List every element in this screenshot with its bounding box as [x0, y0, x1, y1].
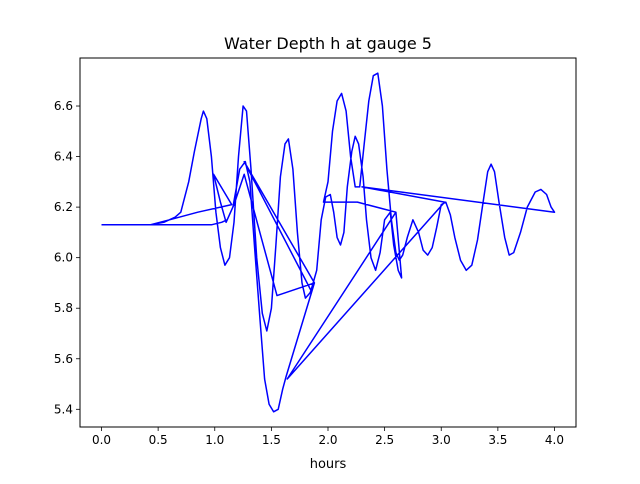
x-tick-label: 0.5: [149, 433, 168, 447]
series-line-0: [101, 72, 556, 413]
y-axis: 5.4 5.6 5.8 6.0 6.2 6.4 6.6: [54, 99, 80, 416]
x-tick-label: 2.5: [375, 433, 394, 447]
x-tick-label: 1.5: [262, 433, 281, 447]
x-tick-label: 3.0: [432, 433, 451, 447]
y-tick-label: 5.8: [54, 301, 73, 315]
x-tick-label: 2.0: [318, 433, 337, 447]
y-tick-label: 5.6: [54, 352, 73, 366]
y-tick-label: 5.4: [54, 402, 73, 416]
y-tick-label: 6.6: [54, 99, 73, 113]
x-axis-label: hours: [310, 457, 347, 472]
x-tick-label: 3.5: [488, 433, 507, 447]
x-tick-label: 0.0: [92, 433, 111, 447]
plot-area: [101, 72, 556, 413]
x-tick-label: 4.0: [545, 433, 564, 447]
x-tick-label: 1.0: [205, 433, 224, 447]
chart-title: Water Depth h at gauge 5: [224, 34, 432, 53]
y-tick-label: 6.2: [54, 200, 73, 214]
y-tick-label: 6.0: [54, 251, 73, 265]
x-axis: 0.0 0.5 1.0 1.5 2.0 2.5 3.0 3.5 4.0: [92, 427, 564, 447]
y-tick-label: 6.4: [54, 150, 73, 164]
